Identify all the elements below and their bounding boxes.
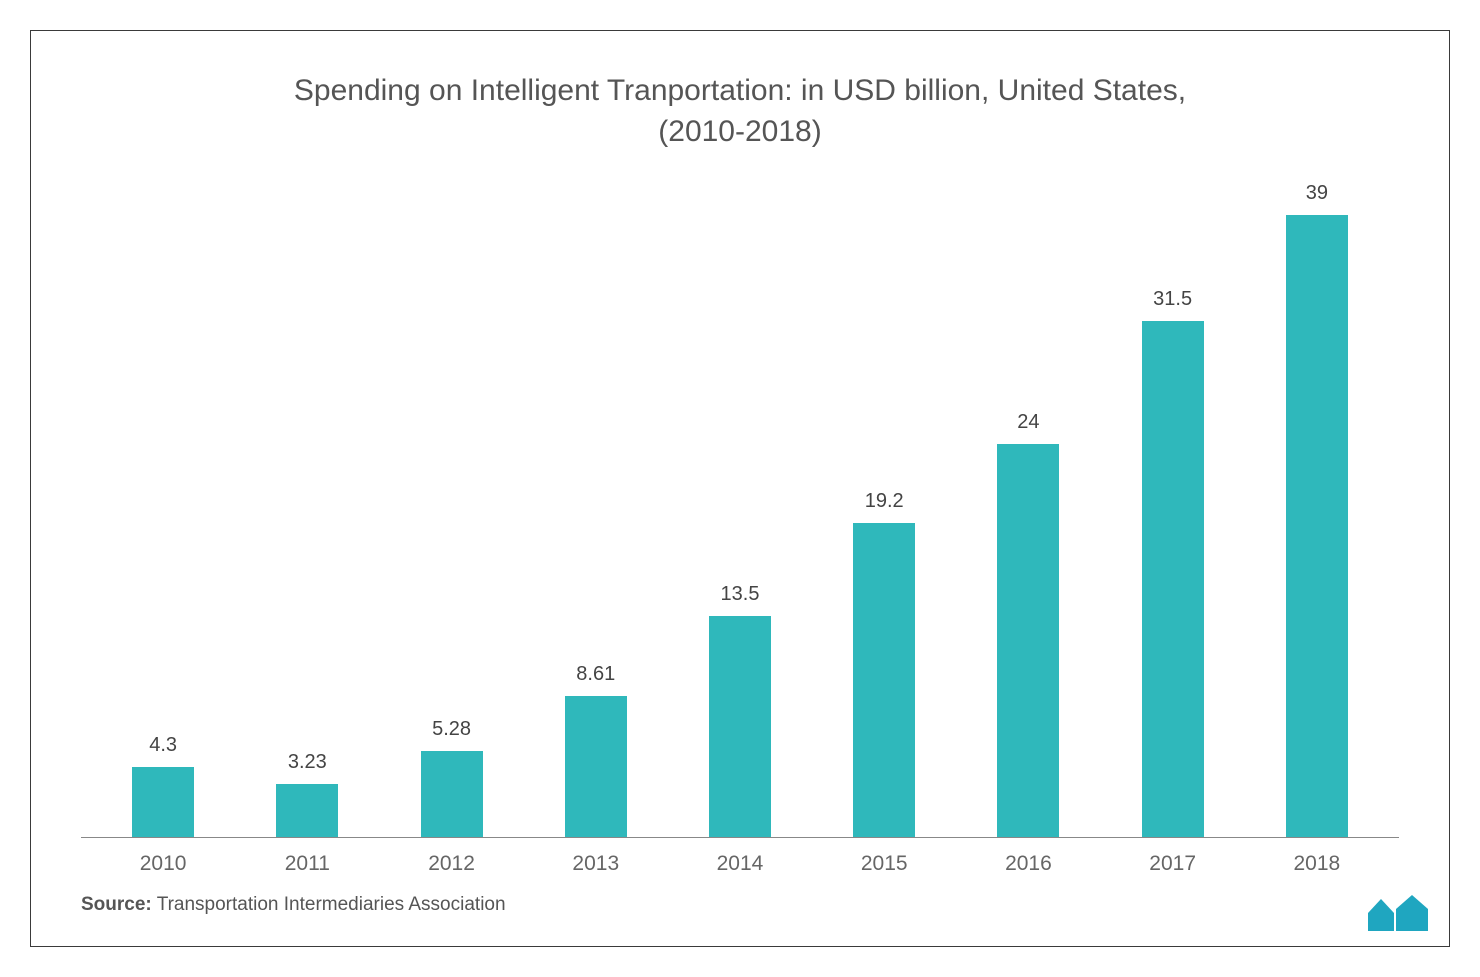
x-axis-label: 2011 [235,852,379,876]
bar [1142,321,1204,837]
x-axis-label: 2010 [91,852,235,876]
bar-column: 31.5 [1101,182,1245,837]
bar-value-label: 3.23 [288,751,327,774]
x-axis-label: 2012 [379,852,523,876]
bar-column: 39 [1245,182,1389,837]
bar-value-label: 4.3 [149,734,177,757]
bar-value-label: 19.2 [865,490,904,513]
title-line-1: Spending on Intelligent Tranportation: i… [294,74,1186,107]
bar [132,767,194,837]
bar-value-label: 31.5 [1153,288,1192,311]
x-axis-label: 2014 [668,852,812,876]
mordor-intelligence-logo-icon [1366,895,1432,933]
source-text: Transportation Intermediaries Associatio… [157,894,506,915]
chart-frame: Spending on Intelligent Tranportation: i… [30,30,1450,947]
bar-value-label: 5.28 [432,718,471,741]
bar-value-label: 13.5 [721,583,760,606]
bar [1286,215,1348,837]
bar [853,523,915,837]
x-axis-label: 2016 [956,852,1100,876]
bar-column: 24 [956,182,1100,837]
bar-value-label: 8.61 [576,663,615,686]
source-attribution: Source: Transportation Intermediaries As… [81,894,1399,916]
bar-column: 5.28 [379,182,523,837]
chart-title: Spending on Intelligent Tranportation: i… [81,71,1399,152]
x-axis-labels: 201020112012201320142015201620172018 [81,838,1399,876]
title-line-2: (2010-2018) [658,115,821,148]
source-label: Source: [81,894,152,915]
bar-value-label: 24 [1017,411,1039,434]
bar-column: 19.2 [812,182,956,837]
bar-column: 4.3 [91,182,235,837]
x-axis-label: 2013 [524,852,668,876]
bar [565,696,627,837]
x-axis-label: 2017 [1101,852,1245,876]
bar [421,751,483,837]
bars-row: 4.3 3.23 5.28 8.61 13.5 19.2 24 31.5 39 [81,182,1399,838]
bar-column: 3.23 [235,182,379,837]
bar [709,616,771,837]
bar [276,784,338,837]
bar [997,444,1059,837]
chart-area: 4.3 3.23 5.28 8.61 13.5 19.2 24 31.5 39 20102011… [81,182,1399,876]
x-axis-label: 2018 [1245,852,1389,876]
bar-column: 8.61 [524,182,668,837]
bar-column: 13.5 [668,182,812,837]
x-axis-label: 2015 [812,852,956,876]
bar-value-label: 39 [1306,182,1328,205]
